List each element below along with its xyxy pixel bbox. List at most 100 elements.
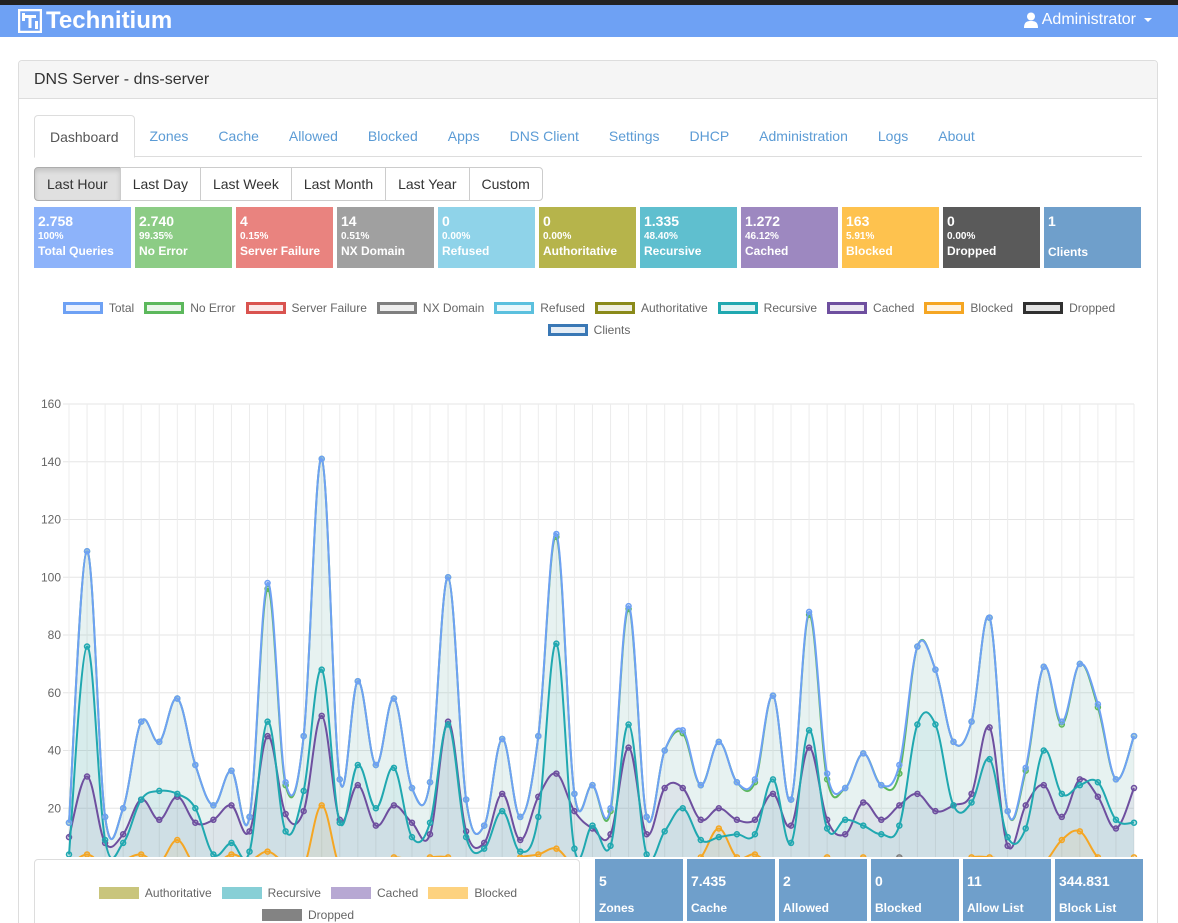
point-total[interactable] xyxy=(156,738,163,746)
point-blocked[interactable] xyxy=(535,851,542,857)
point-blocked[interactable] xyxy=(137,851,145,857)
point-blocked[interactable] xyxy=(318,802,325,809)
point-recursive[interactable] xyxy=(119,839,127,847)
point-recursive[interactable] xyxy=(462,833,470,841)
point-recursive[interactable] xyxy=(137,796,145,803)
point-cached[interactable] xyxy=(390,802,398,809)
point-total[interactable] xyxy=(535,732,542,740)
last-hour-button[interactable]: Last Hour xyxy=(34,167,121,201)
point-blocked[interactable] xyxy=(264,848,271,855)
point-cached[interactable] xyxy=(480,839,488,847)
point-total[interactable] xyxy=(1112,776,1120,783)
tab-logs[interactable]: Logs xyxy=(877,128,909,144)
point-total[interactable] xyxy=(282,779,289,786)
custom-button[interactable]: Custom xyxy=(468,167,543,201)
last-year-button[interactable]: Last Year xyxy=(385,167,470,201)
point-recursive[interactable] xyxy=(318,666,325,673)
point-recursive[interactable] xyxy=(282,828,289,835)
tab-dns-client[interactable]: DNS Client xyxy=(509,128,579,144)
point-recursive[interactable] xyxy=(228,839,235,847)
point-total[interactable] xyxy=(462,796,470,803)
point-total[interactable] xyxy=(119,805,127,812)
point-total[interactable] xyxy=(83,548,91,555)
point-total[interactable] xyxy=(715,738,723,746)
point-blocked[interactable] xyxy=(751,851,759,857)
point-total[interactable] xyxy=(390,695,398,702)
tab-dhcp[interactable]: DHCP xyxy=(689,128,730,144)
legend-item-blocked[interactable]: Blocked xyxy=(428,886,517,900)
point-total[interactable] xyxy=(1040,663,1047,671)
point-total[interactable] xyxy=(733,779,741,786)
summary-blocked[interactable]: 0 Blocked xyxy=(871,859,959,921)
point-recursive[interactable] xyxy=(264,718,271,725)
point-recursive[interactable] xyxy=(914,721,921,728)
point-cached[interactable] xyxy=(1058,813,1066,821)
point-cached[interactable] xyxy=(246,828,253,835)
legend-item-dropped[interactable]: Dropped xyxy=(1023,301,1115,315)
point-cached[interactable] xyxy=(210,816,217,824)
point-total[interactable] xyxy=(336,776,344,783)
summary-block-list[interactable]: 344.831 Block List xyxy=(1055,859,1143,921)
tab-cache[interactable]: Cache xyxy=(218,128,259,144)
point-total[interactable] xyxy=(480,822,488,829)
point-recursive[interactable] xyxy=(589,822,596,829)
point-total[interactable] xyxy=(823,770,831,777)
point-total[interactable] xyxy=(769,692,777,699)
point-total[interactable] xyxy=(625,602,632,610)
point-total[interactable] xyxy=(607,805,614,812)
point-blocked[interactable] xyxy=(697,854,705,857)
point-recursive[interactable] xyxy=(1076,781,1084,789)
last-month-button[interactable]: Last Month xyxy=(290,167,387,201)
point-blocked[interactable] xyxy=(426,854,434,857)
summary-allow-list[interactable]: 11 Allow List xyxy=(963,859,1051,921)
point-total[interactable] xyxy=(354,677,362,685)
point-total[interactable] xyxy=(805,608,813,616)
point-blocked[interactable] xyxy=(444,854,452,857)
point-total[interactable] xyxy=(950,738,957,746)
point-total[interactable] xyxy=(1094,701,1102,708)
point-recursive[interactable] xyxy=(444,721,452,728)
point-blocked[interactable] xyxy=(733,854,741,857)
point-blocked[interactable] xyxy=(968,854,975,857)
point-recursive[interactable] xyxy=(950,802,957,809)
point-recursive[interactable] xyxy=(823,825,831,832)
legend-item-nx-domain[interactable]: NX Domain xyxy=(376,301,484,315)
point-cached[interactable] xyxy=(751,816,759,824)
last-week-button[interactable]: Last Week xyxy=(199,167,292,201)
point-cached[interactable] xyxy=(914,790,921,798)
user-menu[interactable]: Administrator xyxy=(1023,11,1152,29)
point-recursive[interactable] xyxy=(174,790,181,798)
point-total[interactable] xyxy=(932,666,939,673)
point-total[interactable] xyxy=(1058,718,1066,725)
point-recursive[interactable] xyxy=(498,807,506,815)
legend-item-server-failure[interactable]: Server Failure xyxy=(245,301,367,315)
point-cached[interactable] xyxy=(1094,793,1102,800)
point-recursive[interactable] xyxy=(1022,825,1029,832)
point-recursive[interactable] xyxy=(336,819,344,826)
legend-item-recursive[interactable]: Recursive xyxy=(717,301,817,315)
point-recursive[interactable] xyxy=(480,845,488,852)
point-recursive[interactable] xyxy=(83,643,91,650)
point-total[interactable] xyxy=(192,761,199,769)
point-recursive[interactable] xyxy=(246,848,253,855)
point-total[interactable] xyxy=(914,643,921,650)
point-cached[interactable] xyxy=(517,836,524,844)
point-total[interactable] xyxy=(1076,660,1084,668)
tab-allowed[interactable]: Allowed xyxy=(288,128,338,144)
point-blocked[interactable] xyxy=(860,854,867,857)
point-recursive[interactable] xyxy=(390,764,398,772)
point-recursive[interactable] xyxy=(192,805,199,812)
point-total[interactable] xyxy=(643,813,650,821)
point-recursive[interactable] xyxy=(1130,819,1138,826)
point-blocked[interactable] xyxy=(1058,836,1066,844)
point-recursive[interactable] xyxy=(1112,816,1120,824)
point-recursive[interactable] xyxy=(1094,779,1102,786)
point-total[interactable] xyxy=(101,813,109,821)
point-blocked[interactable] xyxy=(715,825,723,832)
point-total[interactable] xyxy=(246,813,253,821)
point-cached[interactable] xyxy=(643,830,650,838)
point-cached[interactable] xyxy=(264,732,271,740)
point-recursive[interactable] xyxy=(517,848,524,855)
point-recursive[interactable] xyxy=(841,816,849,824)
point-cached[interactable] xyxy=(787,822,795,829)
